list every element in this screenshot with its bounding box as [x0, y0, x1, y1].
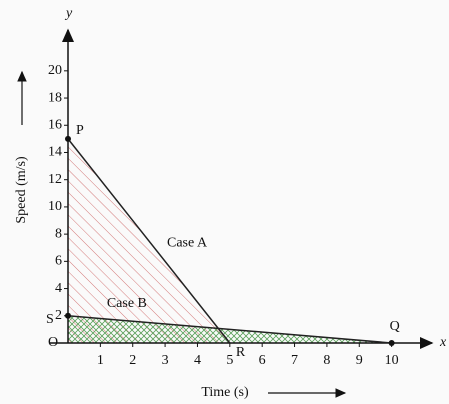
point-label: Q — [390, 319, 400, 334]
y-tick-label: 6 — [55, 254, 62, 269]
y-tick-label: 4 — [55, 281, 62, 296]
y-axis-label: Speed (m/s) — [14, 156, 29, 224]
y-tick-label: 10 — [48, 199, 62, 214]
point — [65, 135, 71, 142]
y-tick-label: 8 — [55, 226, 62, 241]
y-tick-label: 14 — [48, 145, 62, 160]
point-label: S — [46, 312, 54, 327]
point — [388, 340, 395, 346]
x-tick-label: 5 — [226, 353, 233, 368]
y-tick-label: 12 — [48, 172, 62, 187]
y-tick-label: 20 — [48, 63, 62, 78]
x-tick-label: 3 — [162, 353, 169, 368]
point-label: P — [76, 123, 84, 138]
x-tick-label: 4 — [194, 353, 201, 368]
x-tick-label: 1 — [97, 353, 104, 368]
point — [65, 312, 71, 319]
x-axis-name: x — [439, 335, 447, 350]
x-tick-label: 6 — [259, 353, 266, 368]
y-tick-label: 2 — [55, 308, 62, 323]
point-label: R — [236, 345, 246, 360]
x-tick-label: 10 — [385, 353, 399, 368]
x-tick-label: 2 — [129, 353, 136, 368]
series-label: Case A — [167, 235, 208, 250]
x-tick-label: 7 — [291, 353, 298, 368]
y-axis-name: y — [64, 6, 73, 21]
x-tick-label: 9 — [356, 353, 363, 368]
line — [67, 138, 231, 344]
line — [67, 315, 392, 344]
x-tick-label: 8 — [323, 353, 330, 368]
y-tick-label: 18 — [48, 90, 62, 105]
series-label: Case B — [107, 296, 147, 311]
x-axis-label: Time (s) — [201, 385, 249, 400]
origin-label: O — [48, 335, 58, 350]
y-tick-label: 16 — [48, 117, 62, 132]
